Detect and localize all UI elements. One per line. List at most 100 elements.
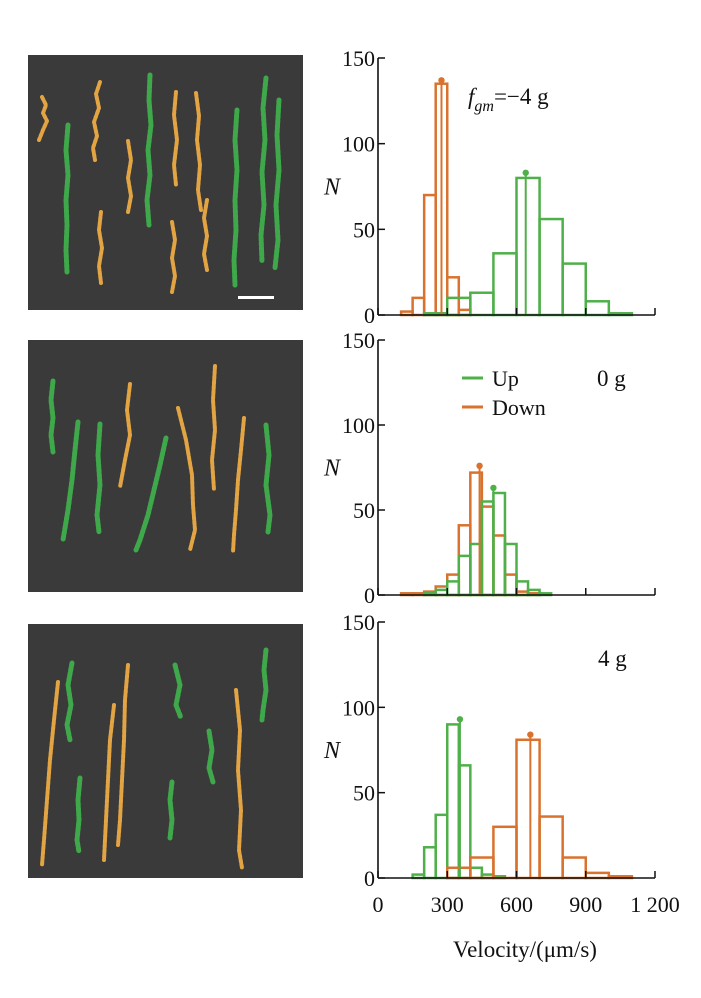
y-tick-label: 0	[364, 583, 375, 608]
peak-marker-down	[476, 462, 483, 469]
histogram-bar-up	[515, 176, 541, 317]
x-tick-label: 0	[373, 892, 384, 917]
particle-track-orange	[118, 382, 132, 489]
histogram-bar-up	[480, 500, 495, 597]
particle-track-orange	[37, 95, 49, 142]
histogram-0g: 0 50 100 150 N	[323, 328, 656, 608]
y-axis-title: N	[323, 175, 342, 201]
histogram-bar-down	[446, 573, 461, 597]
histogram-bar-up	[492, 491, 507, 597]
micrograph-background	[28, 340, 303, 592]
particle-track-green	[64, 660, 75, 743]
particle-track-green	[48, 378, 56, 455]
histogram-bar-down	[422, 193, 437, 317]
particle-track-green	[63, 122, 71, 275]
x-tick-label: 300	[431, 892, 464, 917]
histogram-bar-down	[492, 825, 518, 880]
y-axis-title: N	[323, 738, 342, 764]
y-tick-label: 50	[353, 498, 375, 523]
y-tick-label: 0	[364, 303, 375, 328]
y-tick-label: 100	[342, 413, 375, 438]
y-tick-label: 50	[353, 217, 375, 242]
histogram-bar-down	[480, 505, 495, 597]
y-axis-title: N	[323, 456, 342, 482]
particle-track-green	[259, 647, 269, 723]
histogram-bar-up	[434, 813, 449, 880]
histogram-bar-up	[469, 866, 484, 880]
y-tick-label: 100	[342, 695, 375, 720]
y-tick-label: 150	[342, 46, 375, 71]
peak-marker-up	[490, 484, 497, 492]
scale-bar	[238, 296, 274, 299]
condition-label-0g: 0 g	[597, 366, 626, 391]
particle-track-green	[133, 435, 169, 553]
histogram-bar-up	[492, 252, 518, 317]
histogram-bar-up	[446, 723, 461, 880]
particle-track-orange	[231, 416, 246, 554]
x-tick-label: 600	[500, 892, 533, 917]
condition-label-4g: 4 g	[598, 646, 627, 671]
histogram-bar-down	[561, 856, 588, 880]
x-axis-title: Velocity/(μm/s)	[453, 937, 597, 962]
particle-track-orange	[172, 90, 179, 187]
y-tick-label: 100	[342, 132, 375, 157]
legend-label-up: Up	[492, 366, 519, 391]
particle-track-orange	[116, 663, 130, 847]
particle-track-green	[60, 419, 81, 543]
peak-marker-up	[456, 716, 464, 723]
particle-track-orange	[40, 680, 60, 867]
histogram-bar-up	[584, 300, 611, 317]
particle-track-green	[167, 779, 175, 841]
y-tick-label: 50	[353, 781, 375, 806]
particle-track-green	[231, 107, 240, 288]
histogram-bar-down	[515, 738, 541, 880]
micrograph-panel-0g	[28, 340, 303, 592]
particle-track-orange	[234, 688, 244, 870]
micrograph-panel-4g	[28, 624, 303, 878]
histogram-bar-up	[457, 554, 472, 597]
histogram-bar-down	[411, 296, 426, 317]
histogram-bar-up	[561, 262, 588, 317]
particle-track-green	[172, 662, 184, 721]
particle-track-green	[263, 422, 273, 535]
peak-marker-up	[522, 169, 529, 176]
particle-track-green	[258, 75, 269, 265]
particle-track-green	[74, 775, 83, 855]
histogram-bar-up	[538, 217, 564, 317]
particle-track-orange	[176, 406, 197, 552]
histogram-bar-up	[422, 846, 437, 880]
particle-tracks	[37, 72, 282, 294]
histogram-bar-down	[492, 534, 507, 597]
micrograph-panel-minus-4g	[28, 55, 303, 310]
legend-label-down: Down	[492, 395, 546, 420]
particle-track-orange	[126, 139, 133, 214]
histogram-4g: 0 50 100 150 0 300 600 900 1 200 N	[323, 610, 680, 917]
particle-track-orange	[202, 198, 209, 272]
x-tick-label: 900	[569, 892, 602, 917]
histogram-bar-up	[515, 580, 530, 597]
y-tick-label: 150	[342, 610, 375, 635]
particle-track-green	[206, 728, 216, 785]
particle-track-orange	[210, 364, 217, 492]
histogram-bar-up	[469, 291, 495, 317]
particle-track-orange	[194, 91, 203, 212]
histogram-bar-up	[503, 542, 518, 597]
legend: Up Down	[462, 366, 546, 420]
particle-tracks	[48, 364, 273, 554]
particle-track-green	[94, 421, 103, 535]
histogram-bar-down	[503, 573, 518, 597]
particle-track-green	[144, 72, 154, 228]
y-tick-label: 150	[342, 328, 375, 353]
peak-marker-down	[438, 77, 445, 84]
histogram-bar-down	[457, 524, 472, 597]
histogram-bar-up	[446, 580, 461, 597]
micrograph-background	[28, 624, 303, 878]
particle-track-orange	[97, 210, 104, 285]
particle-track-green	[272, 97, 282, 271]
particle-track-orange	[102, 703, 116, 862]
histogram-minus-4g: 0 50 100 150 N	[323, 46, 656, 328]
condition-label-minus-4g: fgm=−4 g	[468, 84, 549, 115]
particle-track-orange	[91, 80, 102, 162]
y-tick-label: 0	[364, 866, 375, 891]
